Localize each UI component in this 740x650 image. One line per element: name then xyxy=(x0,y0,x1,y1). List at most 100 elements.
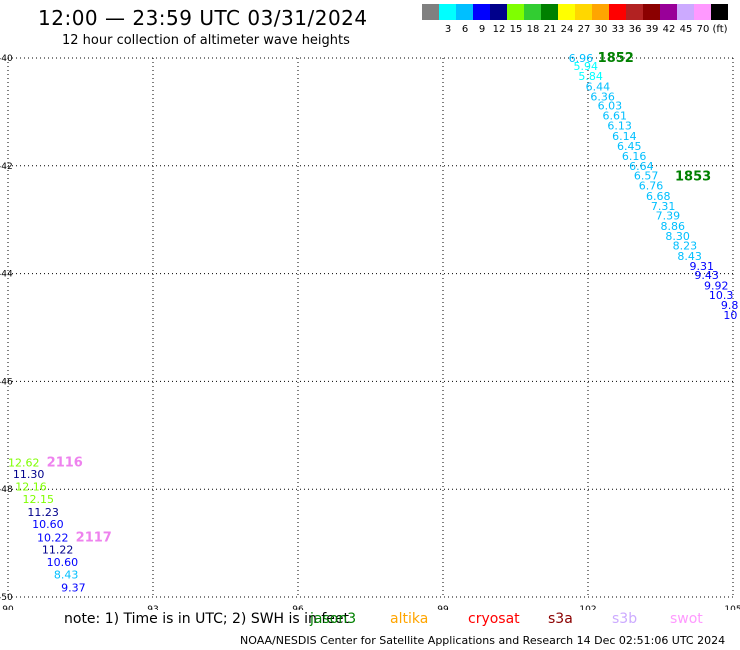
legend-swatch xyxy=(558,4,575,20)
x-tick-label: 90 xyxy=(2,605,14,610)
x-tick-label: 105 xyxy=(724,605,740,610)
y-tick-label: -42 xyxy=(0,162,13,172)
legend-swatch xyxy=(694,4,711,20)
wave-height-label: 9.43 xyxy=(694,269,719,282)
footer-credit: NOAA/NESDIS Center for Satellite Applica… xyxy=(240,634,726,647)
legend-label: 18 xyxy=(526,24,540,35)
wave-height-label: 6.61 xyxy=(603,110,628,123)
legend-swatch xyxy=(490,4,507,20)
wave-height-label: 8.43 xyxy=(54,568,79,581)
wave-height-label: 6.14 xyxy=(612,130,637,143)
track-label: 1852 xyxy=(598,51,634,66)
legend-unit: (ft) xyxy=(712,24,728,35)
legend-swatch xyxy=(575,4,592,20)
track-label: 2116 xyxy=(47,455,83,470)
wave-height-label: 6.76 xyxy=(639,180,664,193)
x-tick-label: 99 xyxy=(437,605,449,610)
y-tick-label: -50 xyxy=(0,593,13,603)
legend-label: 33 xyxy=(611,24,625,35)
wave-height-label: 10.60 xyxy=(32,518,64,531)
chart-title: 12:00 — 23:59 UTC 03/31/2024 xyxy=(38,6,368,30)
legend-label: 36 xyxy=(628,24,642,35)
legend-swatch xyxy=(643,4,660,20)
x-tick-label: 93 xyxy=(147,605,158,610)
wave-height-label: 8.30 xyxy=(665,230,690,243)
plot-area: 90 93 96 99 102 105 -40 -42 -44 -46 -48 -50 6.965.94… xyxy=(0,51,740,610)
wave-height-label: 8.43 xyxy=(677,250,702,263)
satellite-s3a: s3a xyxy=(548,611,573,627)
legend-label: 45 xyxy=(679,24,693,35)
x-tick-label: 96 xyxy=(292,605,304,610)
legend-label: 6 xyxy=(461,24,469,35)
wave-height-label: 6.16 xyxy=(622,150,647,163)
legend-swatch xyxy=(609,4,626,20)
y-tick-label: -44 xyxy=(0,270,13,280)
legend-label: 15 xyxy=(509,24,523,35)
wave-height-label: 10 xyxy=(723,309,737,322)
wave-height-label: 9.8 xyxy=(721,299,739,312)
wave-height-label: 6.03 xyxy=(598,99,623,112)
satellite-jason3: jason3 xyxy=(310,611,357,627)
chart-subtitle: 12 hour collection of altimeter wave hei… xyxy=(62,33,350,48)
wave-height-label: 10.3 xyxy=(709,289,734,302)
wave-height-label: 9.37 xyxy=(61,581,86,594)
wave-height-label: 5.94 xyxy=(574,60,599,73)
wave-height-label: 6.45 xyxy=(617,140,642,153)
wave-height-label: 5.84 xyxy=(578,70,603,83)
legend-label: 12 xyxy=(492,24,506,35)
legend-swatch xyxy=(677,4,694,20)
satellite-swot: swot xyxy=(670,611,703,627)
satellite-cryosat: cryosat xyxy=(468,611,520,627)
legend-swatch xyxy=(660,4,677,20)
wave-height-label: 10.60 xyxy=(47,556,79,569)
track-label: 2117 xyxy=(76,531,112,546)
wave-height-label: 7.31 xyxy=(651,200,676,213)
wave-height-label: 12.15 xyxy=(23,493,55,506)
wave-height-label: 11.22 xyxy=(42,544,73,557)
legend-swatch xyxy=(507,4,524,20)
legend-swatch xyxy=(626,4,643,20)
y-tick-label: -48 xyxy=(0,485,13,495)
x-tick-label: 102 xyxy=(579,605,596,610)
wave-height-label: 11.30 xyxy=(13,468,45,481)
wave-height-label: 6.13 xyxy=(607,119,632,132)
legend-swatch xyxy=(422,4,439,20)
wave-height-label: 6.44 xyxy=(586,81,611,94)
wave-height-label: 6.57 xyxy=(634,170,659,183)
legend-label: 39 xyxy=(645,24,659,35)
wave-height-label: 9.31 xyxy=(690,260,715,273)
legend-label: 30 xyxy=(594,24,608,35)
legend-swatch xyxy=(711,4,728,20)
wave-height-label: 6.68 xyxy=(646,190,671,203)
legend-label: 21 xyxy=(543,24,557,35)
wave-height-label: 6.36 xyxy=(590,90,615,103)
note-text: note: 1) Time is in UTC; 2) SWH is in fe… xyxy=(64,611,350,627)
legend-label: 27 xyxy=(577,24,591,35)
legend-swatch xyxy=(456,4,473,20)
legend-label: 9 xyxy=(478,24,486,35)
legend-swatch xyxy=(541,4,558,20)
wave-height-label: 6.96 xyxy=(569,52,594,65)
wave-height-label: 6.64 xyxy=(629,160,654,173)
y-tick-label: -40 xyxy=(0,54,13,64)
legend-label: 3 xyxy=(444,24,452,35)
wave-height-label: 11.23 xyxy=(27,506,59,519)
wave-height-label: 8.23 xyxy=(673,240,698,253)
wave-height-label: 9.92 xyxy=(704,279,729,292)
wave-height-label: 7.39 xyxy=(656,209,681,222)
wave-height-label: 12.62 xyxy=(8,456,40,469)
legend-label: 42 xyxy=(662,24,676,35)
wave-height-label: 12.16 xyxy=(15,481,47,494)
track-label: 1853 xyxy=(675,170,711,185)
legend-swatch xyxy=(439,4,456,20)
legend-label: 70 xyxy=(696,24,710,35)
legend-swatch xyxy=(473,4,490,20)
legend-swatch xyxy=(592,4,609,20)
legend-swatch xyxy=(524,4,541,20)
y-tick-label: -46 xyxy=(0,377,13,387)
satellite-altika: altika xyxy=(390,611,429,627)
wave-height-label: 8.86 xyxy=(661,220,686,233)
satellite-s3b: s3b xyxy=(612,611,638,627)
legend-label: 24 xyxy=(560,24,574,35)
wave-height-label: 10.22 xyxy=(37,532,69,545)
